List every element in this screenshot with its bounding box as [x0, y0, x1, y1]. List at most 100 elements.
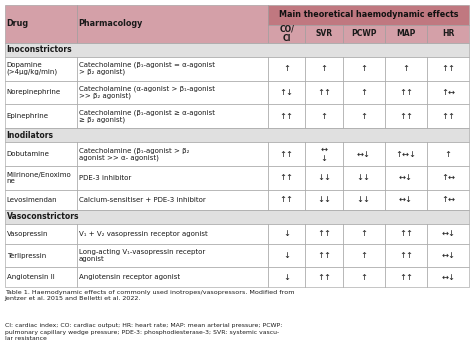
Bar	[5, 5, 77, 43]
Text: Vasopressin: Vasopressin	[7, 231, 48, 237]
Text: ↔↓: ↔↓	[357, 149, 371, 159]
Bar	[427, 80, 469, 104]
Bar	[343, 166, 385, 190]
Text: ↓↓: ↓↓	[317, 195, 331, 204]
Text: ↑↑: ↑↑	[317, 273, 331, 282]
Bar	[305, 57, 343, 80]
Text: ↓↓: ↓↓	[357, 195, 371, 204]
Bar	[427, 142, 469, 166]
Text: Dopamine
(>4μg/kg/min): Dopamine (>4μg/kg/min)	[7, 62, 58, 75]
Text: Angiotensin receptor agonist: Angiotensin receptor agonist	[79, 274, 180, 280]
Text: Catecholamine (α-agonist > β₁-agonist
>> β₂ agonist): Catecholamine (α-agonist > β₁-agonist >>…	[79, 86, 215, 99]
Bar	[385, 166, 427, 190]
Bar	[385, 267, 427, 287]
Text: ↑: ↑	[320, 112, 328, 121]
Bar	[268, 190, 305, 210]
Text: CI: cardiac index; CO: cardiac output; HR: heart rate; MAP: mean arterial pressu: CI: cardiac index; CO: cardiac output; H…	[5, 323, 282, 341]
Text: Catecholamine (β₁-agonist = α-agonist
> β₂ agonist): Catecholamine (β₁-agonist = α-agonist > …	[79, 62, 215, 75]
Text: ↑↑: ↑↑	[441, 64, 455, 73]
Text: ↑↔: ↑↔	[441, 88, 455, 97]
Bar	[268, 224, 305, 244]
Text: ↑: ↑	[360, 112, 367, 121]
Text: Calcium-sensitiser + PDE-3 inhibitor: Calcium-sensitiser + PDE-3 inhibitor	[79, 197, 205, 203]
Text: ↑: ↑	[360, 64, 367, 73]
Text: Inoconstrictors: Inoconstrictors	[7, 45, 72, 54]
Text: Terlipressin: Terlipressin	[7, 252, 46, 259]
Bar	[5, 244, 77, 267]
Bar	[427, 104, 469, 128]
Bar	[5, 128, 469, 142]
Text: ↓↓: ↓↓	[317, 173, 331, 182]
Bar	[305, 166, 343, 190]
Text: ↑: ↑	[360, 88, 367, 97]
Bar	[427, 244, 469, 267]
Bar	[343, 80, 385, 104]
Text: ↔↓: ↔↓	[441, 229, 455, 238]
Text: HR: HR	[442, 29, 455, 38]
Text: ↓: ↓	[283, 273, 290, 282]
Bar	[427, 57, 469, 80]
Bar	[268, 166, 305, 190]
Text: ↑↑: ↑↑	[399, 112, 413, 121]
Text: ↑: ↑	[360, 273, 367, 282]
Bar	[5, 190, 77, 210]
Bar	[77, 244, 268, 267]
Text: ↑: ↑	[320, 64, 328, 73]
Text: ↑↑: ↑↑	[399, 88, 413, 97]
Text: ↓↓: ↓↓	[357, 173, 371, 182]
Text: ↑↑: ↑↑	[399, 273, 413, 282]
Bar	[343, 57, 385, 80]
Text: Norepinephrine: Norepinephrine	[7, 89, 61, 96]
Text: Milrinone/Enoximo
ne: Milrinone/Enoximo ne	[7, 172, 72, 184]
Text: Drug: Drug	[7, 20, 29, 28]
Text: ↑↓: ↑↓	[280, 88, 294, 97]
Text: Levosimendan: Levosimendan	[7, 197, 57, 203]
Text: ↑↑: ↑↑	[317, 251, 331, 260]
Text: ↑↔: ↑↔	[441, 173, 455, 182]
Text: Table 1. Haemodynamic effects of commonly used inotropes/vasopressors. Modified : Table 1. Haemodynamic effects of commonl…	[5, 290, 294, 301]
Text: ↑↔↓: ↑↔↓	[395, 149, 417, 159]
Bar	[385, 190, 427, 210]
Bar	[268, 80, 305, 104]
Bar	[385, 80, 427, 104]
Text: ↑↑: ↑↑	[280, 195, 294, 204]
Text: ↑↑: ↑↑	[317, 229, 331, 238]
Text: ↔↓: ↔↓	[399, 173, 413, 182]
Text: Pharmacology: Pharmacology	[79, 20, 143, 28]
Bar	[77, 5, 268, 43]
Text: ↑↔: ↑↔	[441, 195, 455, 204]
Text: ↔↓: ↔↓	[441, 273, 455, 282]
Bar	[343, 224, 385, 244]
Text: ↑: ↑	[445, 149, 452, 159]
Text: ↑: ↑	[283, 64, 290, 73]
Text: PCWP: PCWP	[351, 29, 376, 38]
Text: PDE-3 inhibitor: PDE-3 inhibitor	[79, 175, 131, 181]
Bar	[305, 80, 343, 104]
Text: ↔↓: ↔↓	[399, 195, 413, 204]
Bar	[385, 224, 427, 244]
Bar	[77, 267, 268, 287]
Text: Dobutamine: Dobutamine	[7, 151, 49, 157]
Bar	[305, 224, 343, 244]
Text: Catecholamine (β₁-agonist > β₂
agonist >> α- agonist): Catecholamine (β₁-agonist > β₂ agonist >…	[79, 147, 189, 161]
Text: ↑: ↑	[360, 251, 367, 260]
Bar	[5, 80, 77, 104]
Bar	[427, 224, 469, 244]
Text: ↑↑: ↑↑	[280, 112, 294, 121]
Bar	[268, 142, 305, 166]
Bar	[343, 25, 385, 43]
Bar	[427, 190, 469, 210]
Text: ↑↑: ↑↑	[399, 251, 413, 260]
Bar	[305, 190, 343, 210]
Bar	[305, 142, 343, 166]
Text: Inodilators: Inodilators	[7, 131, 54, 140]
Bar	[268, 267, 305, 287]
Bar	[5, 43, 469, 57]
Bar	[305, 104, 343, 128]
Bar	[5, 166, 77, 190]
Text: ↓: ↓	[283, 229, 290, 238]
Bar	[5, 142, 77, 166]
Bar	[343, 104, 385, 128]
Text: Main theoretical haemodynamic effects: Main theoretical haemodynamic effects	[279, 10, 458, 19]
Bar	[268, 5, 469, 25]
